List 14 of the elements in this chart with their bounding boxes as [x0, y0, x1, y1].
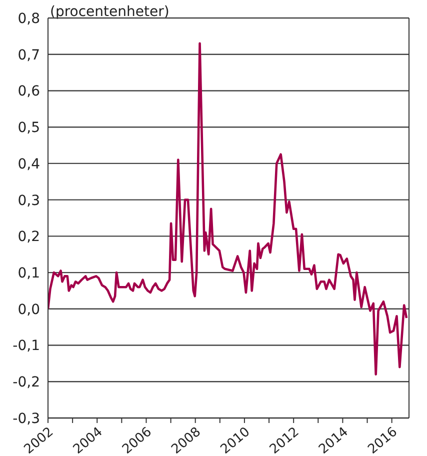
- y-tick-label: 0,6: [18, 84, 40, 100]
- y-tick-label: -0,1: [12, 338, 40, 354]
- chart-title: (procentenheter): [50, 4, 170, 20]
- y-tick-label: -0,3: [12, 410, 40, 427]
- y-tick-label: 0,4: [18, 156, 40, 172]
- y-tick-label: 0,5: [18, 120, 40, 136]
- y-tick-label: 0,1: [18, 266, 40, 282]
- y-tick-label: 0,0: [18, 302, 40, 318]
- y-tick-label: 0,8: [18, 10, 40, 27]
- y-tick-label: -0,2: [12, 374, 40, 391]
- y-tick-label: 0,3: [18, 192, 40, 209]
- y-tick-label: 0,2: [18, 229, 40, 246]
- line-series: [48, 42, 408, 376]
- y-tick-label: 0,7: [18, 47, 40, 64]
